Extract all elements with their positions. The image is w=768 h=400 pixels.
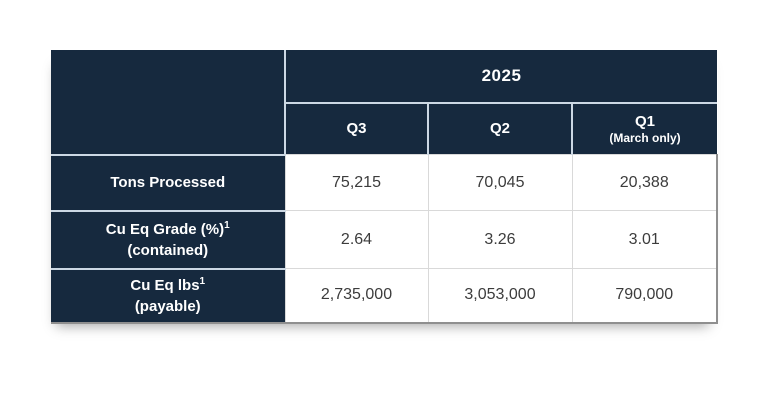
table-row-cu-eq-lbs: Cu Eq lbs1 (payable) 2,735,000 3,053,000…: [51, 267, 718, 323]
year-header-cell: 2025: [285, 50, 717, 104]
footnote-superscript: 1: [199, 275, 206, 287]
value-cell: 75,215: [284, 154, 429, 211]
value-cell: 3.26: [427, 210, 573, 269]
column-header-label: Q2: [489, 120, 510, 137]
table-row-cu-eq-grade: Cu Eq Grade (%)1 (contained) 2.64 3.26 3…: [51, 209, 718, 269]
corner-cell: [51, 50, 286, 155]
value-cell: 20,388: [571, 154, 718, 211]
quarter-header-row: Q3 Q2 Q1 (March only): [51, 103, 717, 155]
row-label-line2: (contained): [127, 241, 209, 259]
column-header-q1: Q1 (March only): [571, 103, 717, 155]
row-label-line1: Cu Eq lbs1: [130, 275, 206, 294]
value-cell: 70,045: [427, 154, 573, 211]
value-cell: 2.64: [284, 210, 429, 269]
column-header-subtext: (March only): [609, 131, 681, 145]
value-cell: 790,000: [571, 268, 718, 323]
year-header-row: 2025: [51, 50, 717, 155]
row-label-cu-eq-grade: Cu Eq Grade (%)1 (contained): [51, 209, 286, 269]
row-label-tons-processed: Tons Processed: [51, 153, 286, 211]
row-label-line1: Cu Eq Grade (%)1: [105, 219, 230, 238]
value-cell: 3,053,000: [427, 268, 573, 323]
column-header-q2: Q2: [427, 103, 572, 155]
footnote-superscript: 1: [224, 219, 230, 231]
row-label-line1: Tons Processed: [110, 174, 226, 191]
column-header-label: Q3: [346, 120, 367, 137]
row-label-cu-eq-lbs: Cu Eq lbs1 (payable): [51, 267, 286, 323]
value-cell: 3.01: [571, 210, 718, 269]
column-header-label: Q1: [634, 113, 655, 130]
column-header-q3: Q3: [284, 103, 428, 155]
value-cell: 2,735,000: [284, 268, 429, 323]
table-row-tons-processed: Tons Processed 75,215 70,045 20,388: [51, 153, 718, 211]
row-label-line2: (payable): [134, 297, 201, 315]
quarterly-production-table: 2025 Q3 Q2 Q1 (March only) Tons Proc: [51, 50, 718, 324]
